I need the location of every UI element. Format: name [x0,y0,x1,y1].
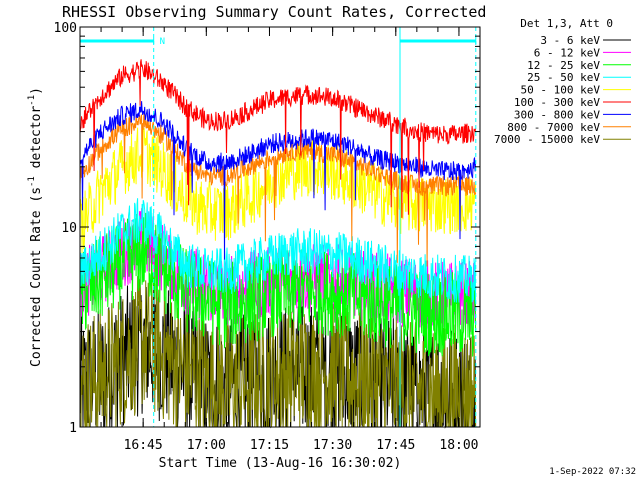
series-line-3 [79,198,477,303]
y-axis-label-exp1: -1 [27,176,37,187]
legend-label-7: 800 - 7000 keV [507,121,600,134]
x-tick-label-2: 17:15 [250,438,289,453]
series-line-7 [79,112,477,267]
legend-title: Det 1,3, Att 0 [520,17,613,30]
legend-label-8: 7000 - 15000 keV [494,133,600,146]
legend-label-2: 12 - 25 keV [527,59,600,72]
y-tick-label-0: 1 [69,421,77,436]
chart-title: RHESSI Observing Summary Count Rates, Co… [62,3,486,21]
y-axis-label-end: ) [29,87,44,95]
series-line-8 [80,276,477,428]
y-tick-label-2: 100 [54,21,77,36]
x-tick-label-0: 16:45 [124,438,163,453]
legend-label-3: 25 - 50 keV [527,71,600,84]
footer-timestamp: 1-Sep-2022 07:32 [549,467,636,477]
y-tick-label-1: 10 [61,221,77,236]
legend-label-0: 3 - 6 keV [540,34,600,47]
legend-label-4: 50 - 100 keV [521,84,601,97]
y-axis-label: Corrected Count Rate (s-1 detector-1) [27,87,44,367]
legend-label-5: 100 - 300 keV [514,96,600,109]
legend-label-1: 6 - 12 keV [534,46,601,59]
y-axis-label-exp2: -1 [27,95,37,106]
series-line-5 [79,59,477,218]
x-tick-label-1: 17:00 [187,438,226,453]
annotation-label-0: N [160,37,165,47]
x-tick-label-4: 17:45 [376,438,415,453]
series-line-6 [79,101,477,260]
y-axis-label-mid: detector [29,106,44,177]
legend-label-6: 300 - 800 keV [514,108,600,121]
x-axis-label: Start Time (13-Aug-16 16:30:02) [159,456,402,471]
x-tick-label-3: 17:30 [313,438,352,453]
y-axis-label-main: Corrected Count Rate (s [29,187,44,367]
x-tick-label-5: 18:00 [439,438,478,453]
